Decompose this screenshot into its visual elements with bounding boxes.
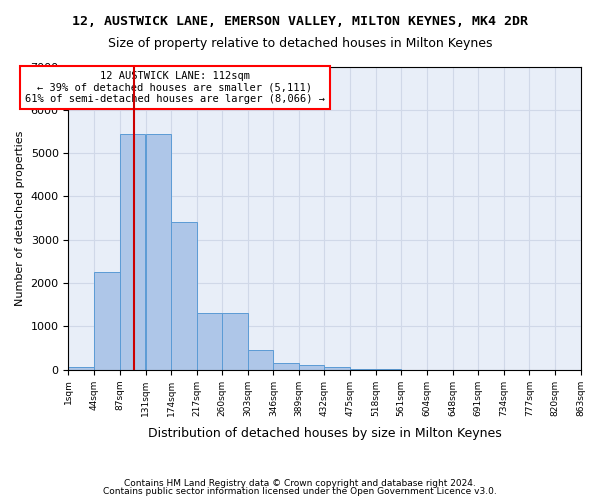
- Bar: [94, 272, 119, 370]
- Bar: [68, 368, 94, 370]
- X-axis label: Distribution of detached houses by size in Milton Keynes: Distribution of detached houses by size …: [148, 427, 502, 440]
- Text: Size of property relative to detached houses in Milton Keynes: Size of property relative to detached ho…: [108, 38, 492, 51]
- Bar: [274, 364, 299, 370]
- Bar: [146, 134, 171, 370]
- Text: Contains public sector information licensed under the Open Government Licence v3: Contains public sector information licen…: [103, 487, 497, 496]
- Text: 12 AUSTWICK LANE: 112sqm
← 39% of detached houses are smaller (5,111)
61% of sem: 12 AUSTWICK LANE: 112sqm ← 39% of detach…: [25, 71, 325, 104]
- Bar: [350, 369, 376, 370]
- Bar: [325, 367, 350, 370]
- Bar: [197, 314, 222, 370]
- Text: 12, AUSTWICK LANE, EMERSON VALLEY, MILTON KEYNES, MK4 2DR: 12, AUSTWICK LANE, EMERSON VALLEY, MILTO…: [72, 15, 528, 28]
- Bar: [171, 222, 197, 370]
- Bar: [222, 314, 248, 370]
- Bar: [299, 366, 325, 370]
- Bar: [119, 134, 145, 370]
- Bar: [248, 350, 274, 370]
- Y-axis label: Number of detached properties: Number of detached properties: [15, 130, 25, 306]
- Text: Contains HM Land Registry data © Crown copyright and database right 2024.: Contains HM Land Registry data © Crown c…: [124, 478, 476, 488]
